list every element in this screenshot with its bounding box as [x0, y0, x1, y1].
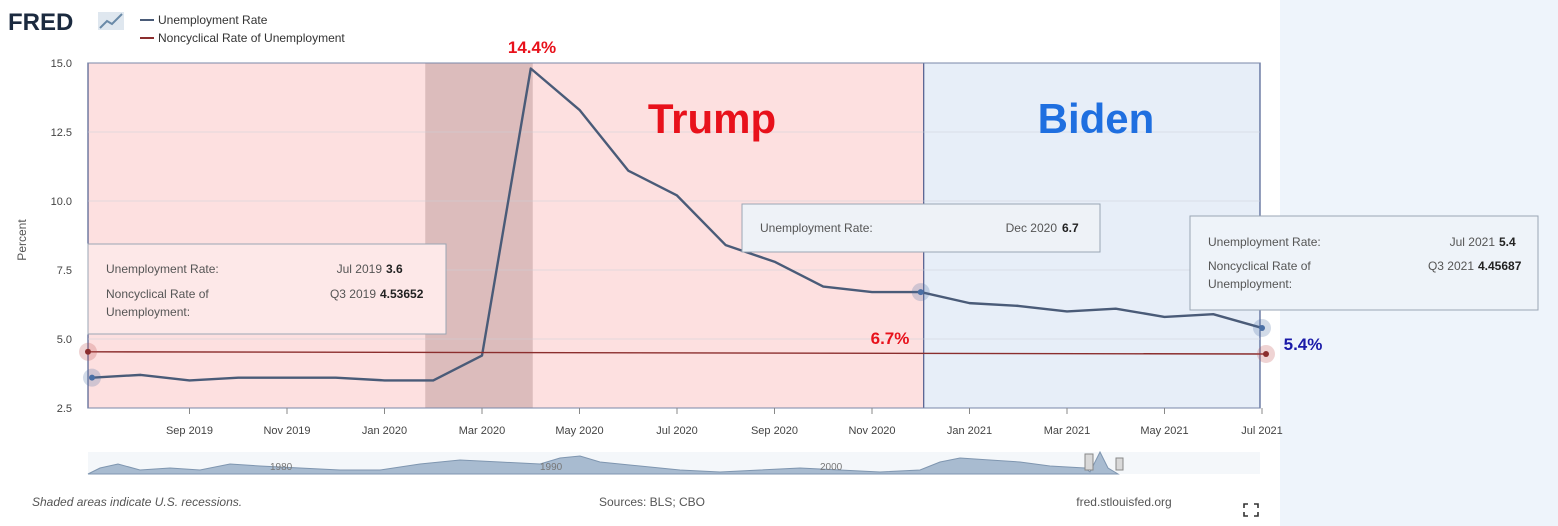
legend-label-nc: Noncyclical Rate of Unemployment	[158, 31, 345, 45]
tooltip-ur-label: Unemployment Rate:	[760, 221, 873, 235]
x-tick-label: Jan 2021	[947, 425, 992, 437]
navigator-label: 2000	[820, 462, 843, 473]
site-link[interactable]: fred.stlouisfed.org	[1076, 495, 1171, 509]
y-axis-label: Percent	[15, 219, 29, 261]
period-label-biden: Biden	[1038, 95, 1155, 142]
x-tick-label: Mar 2020	[459, 425, 505, 437]
fred-logo[interactable]: FRED	[8, 9, 124, 36]
unemployment-rate-line	[91, 67, 1263, 382]
x-tick-label: Jul 2020	[656, 425, 698, 437]
annotation-jul-2021: 5.4%	[1284, 335, 1323, 354]
y-tick-label: 12.5	[51, 127, 72, 139]
nc-point-2021	[1263, 350, 1269, 357]
annotation-dec-2020: 6.7%	[871, 329, 910, 348]
x-tick-label: May 2020	[555, 425, 603, 437]
tooltip-nc-value: 4.45687	[1478, 259, 1522, 273]
annotation-peak: 14.4%	[508, 38, 556, 57]
tooltip-ur-label: Unemployment Rate:	[106, 262, 219, 276]
y-tick-label: 5.0	[57, 334, 72, 346]
y-tick-label: 15.0	[51, 58, 72, 70]
logo-graph-line	[99, 13, 123, 29]
tooltip-ur-value: 5.4	[1499, 235, 1516, 249]
x-tick-label: Jan 2020	[362, 425, 407, 437]
tooltip-ur-date: Jul 2019	[337, 262, 383, 276]
recession-note: Shaded areas indicate U.S. recessions.	[32, 495, 242, 509]
tooltip-ur-value: 6.7	[1062, 221, 1079, 235]
navigator-handle-left[interactable]	[1084, 453, 1094, 471]
x-tick-label: Sep 2019	[166, 425, 213, 437]
navigator-label: 1990	[540, 462, 563, 473]
tooltip-nc-label-line1: Noncyclical Rate of	[1208, 259, 1311, 273]
tooltip-ur-date: Dec 2020	[1006, 221, 1058, 235]
x-tick-label: Jul 2021	[1241, 425, 1283, 437]
nc-point-2019	[85, 348, 91, 355]
point-jul-2019	[89, 374, 95, 381]
x-tick-label: Sep 2020	[751, 425, 798, 437]
x-tick-label: May 2021	[1140, 425, 1188, 437]
y-axis: 15.0 12.5 10.0 7.5 5.0 2.5	[51, 58, 72, 415]
tooltip-box	[1189, 215, 1539, 311]
tooltip-ur-value: 3.6	[386, 262, 403, 276]
period-label-trump: Trump	[648, 95, 776, 142]
y-tick-label: 10.0	[51, 196, 72, 208]
range-navigator[interactable]: 1980 1990 2000	[87, 450, 1260, 475]
y-tick-label: 7.5	[57, 265, 72, 277]
point-dec-2020	[917, 289, 924, 296]
tooltip-jul-2021: Unemployment Rate: Jul 2021 5.4 Noncycli…	[1189, 215, 1539, 311]
tooltip-jul-2019: Unemployment Rate: Jul 2019 3.6 Noncycli…	[87, 243, 447, 335]
sources-text: Sources: BLS; CBO	[599, 495, 705, 509]
fullscreen-icon[interactable]	[1243, 503, 1259, 517]
legend: Unemployment Rate Noncyclical Rate of Un…	[140, 13, 345, 45]
tooltip-box	[87, 243, 447, 335]
tooltip-box	[741, 203, 1101, 253]
recession-shade	[425, 63, 533, 408]
tooltip-nc-label-line1: Noncyclical Rate of	[106, 287, 209, 301]
series-layer	[79, 67, 1275, 387]
point-jul-2021	[1259, 324, 1265, 331]
tooltip-nc-label-line2: Unemployment:	[106, 305, 190, 319]
tooltip-dec-2020: Unemployment Rate: Dec 2020 6.7	[741, 203, 1101, 253]
tooltip-ur-label: Unemployment Rate:	[1208, 235, 1321, 249]
x-tick-label: Mar 2021	[1044, 425, 1090, 437]
tooltip-nc-value: 4.53652	[380, 287, 424, 301]
navigator-label: 1980	[270, 462, 293, 473]
logo-text: FRED	[8, 9, 73, 36]
tooltip-ur-date: Jul 2021	[1450, 235, 1496, 249]
tooltip-nc-date: Q3 2021	[1428, 259, 1474, 273]
tooltip-nc-date: Q3 2019	[330, 287, 376, 301]
legend-label-ur: Unemployment Rate	[158, 13, 268, 27]
navigator-handle-right[interactable]	[1115, 457, 1124, 471]
x-tick-label: Nov 2019	[263, 425, 310, 437]
logo-graph-icon	[98, 12, 124, 30]
tooltip-nc-label-line2: Unemployment:	[1208, 277, 1292, 291]
navigator-area	[87, 450, 1120, 475]
x-axis: Sep 2019 Nov 2019 Jan 2020 Mar 2020 May 2020…	[166, 408, 1283, 437]
x-tick-label: Nov 2020	[848, 425, 895, 437]
y-tick-label: 2.5	[57, 403, 72, 415]
noncyclical-rate-line	[87, 351, 1267, 355]
